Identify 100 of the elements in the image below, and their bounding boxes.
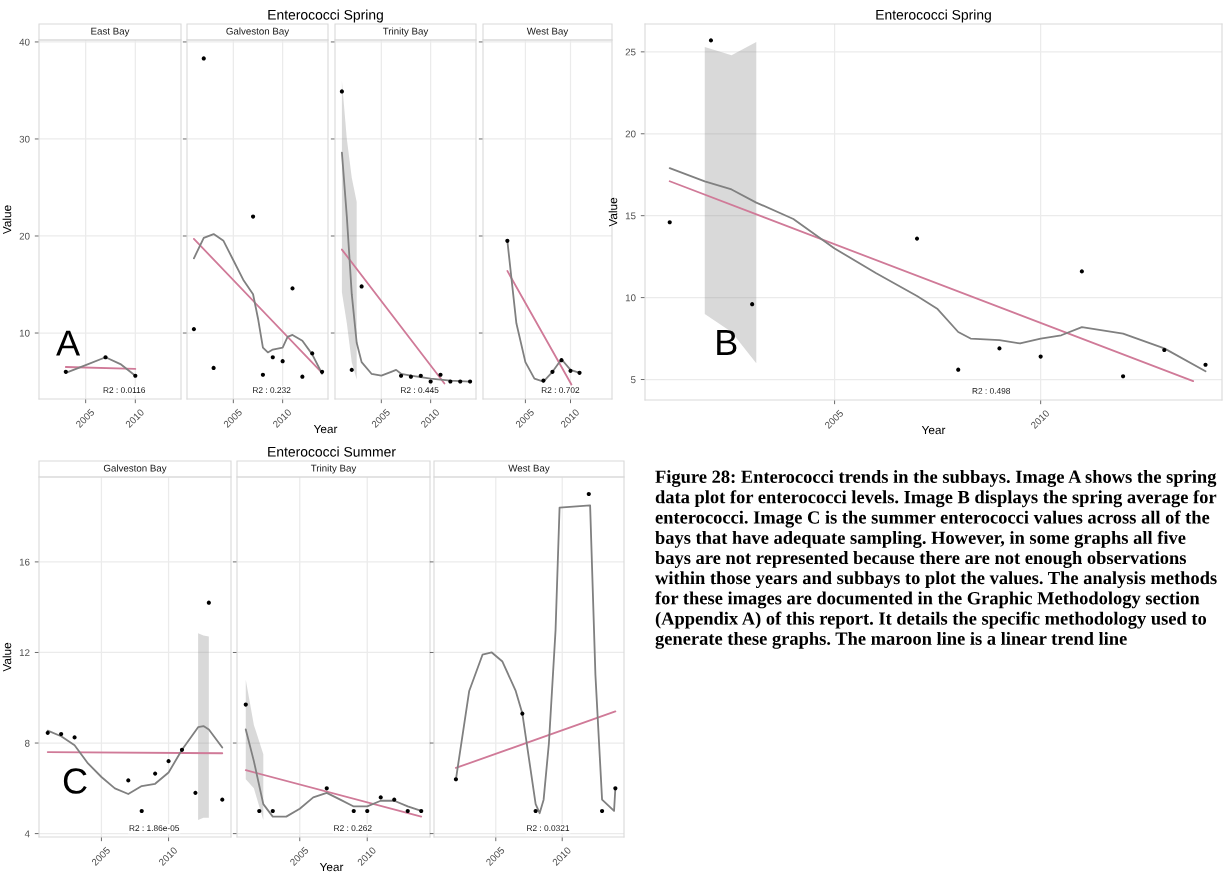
point: [458, 379, 463, 384]
y-tick-label: 4: [24, 830, 30, 838]
point: [339, 89, 344, 94]
y-tick-label: 8: [24, 739, 30, 747]
point: [408, 374, 414, 379]
point: [914, 236, 920, 241]
point: [956, 367, 961, 372]
point: [667, 220, 672, 225]
point: [533, 808, 538, 814]
annotation: C: [63, 768, 87, 794]
annotation: B: [717, 330, 737, 355]
point: [599, 808, 605, 814]
point: [708, 38, 714, 43]
annotation: R2 : 0.232: [253, 387, 291, 394]
point: [398, 373, 404, 378]
point: [1079, 269, 1084, 274]
annotation: R2 : 0.498: [972, 387, 1011, 394]
point: [59, 731, 64, 737]
point: [405, 808, 410, 814]
chart-title: Enterococci Spring: [876, 9, 991, 23]
y-tick-label: 20: [625, 130, 636, 138]
point: [179, 747, 185, 752]
point: [250, 214, 256, 219]
point: [505, 238, 510, 243]
point: [45, 730, 50, 735]
y-tick-label: 10: [625, 294, 636, 302]
point: [243, 702, 248, 707]
y-tick-label: 25: [625, 48, 636, 56]
y-tick-label: 12: [19, 649, 30, 656]
point: [260, 372, 266, 377]
text: Figure 28: Enterococci trends in the subbays. Image A shows the spring data plot for enterococci levels. Image B displays the spring average for enterococci. Image C is the summer enterococci values across all of the bays that have adequate sampling. However, in some graphs all five bays are not represented because there are not enough observations within those years and subbays to plot the values. The analysis methods for these images are documented in the Graphic Methodology section (Appendix A) of this report. It details the specific methodology used to generate these graphs. The maroon line is a linear trend line: [655, 470, 1217, 649]
point: [438, 372, 443, 377]
point: [378, 795, 383, 800]
point: [193, 790, 198, 795]
y-tick-label: 40: [19, 38, 30, 46]
point: [320, 369, 325, 374]
chart-subtitle: West Bay: [508, 464, 550, 474]
line-series: [46, 725, 224, 795]
point: [468, 379, 473, 384]
y-tick-label: 5: [630, 376, 636, 384]
y-axis-title: Value: [608, 197, 618, 227]
point: [191, 327, 196, 332]
point: [365, 808, 370, 814]
annotation: R2 : 0.0116: [103, 387, 146, 394]
point: [270, 355, 275, 360]
y-tick-label: 15: [625, 212, 636, 220]
annotation: R2 : 1.86e-05: [129, 825, 180, 832]
point: [211, 365, 216, 371]
point: [586, 491, 591, 497]
x-axis-title: Year: [313, 424, 338, 434]
point: [153, 771, 158, 776]
point: [139, 808, 144, 814]
point: [201, 56, 206, 61]
point: [1203, 362, 1208, 367]
chart-subtitle: Galveston Bay: [226, 27, 290, 37]
point: [300, 374, 305, 379]
point: [220, 797, 225, 802]
y-tick-label: 30: [19, 135, 30, 143]
annotation: R2 : 0.702: [541, 387, 580, 394]
chart-subtitle: East Bay: [91, 27, 130, 37]
point: [126, 778, 131, 783]
x-axis-title: Year: [319, 862, 344, 872]
point: [613, 786, 618, 791]
chart-title: Enterococci Summer: [268, 446, 396, 457]
chart-subtitle: Galveston Bay: [103, 464, 167, 474]
point: [453, 777, 459, 782]
point: [392, 797, 397, 802]
y-tick-label: 16: [19, 558, 30, 566]
point: [550, 369, 555, 374]
point: [419, 808, 424, 814]
point: [324, 786, 329, 791]
chart-subtitle: West Bay: [526, 27, 569, 37]
point: [349, 367, 354, 372]
annotation: R2 : 0.445: [401, 387, 439, 394]
point: [568, 368, 573, 373]
annotation: R2 : 0.262: [334, 825, 372, 832]
point: [310, 351, 315, 356]
point: [1162, 347, 1167, 353]
point: [418, 373, 423, 378]
chart-title: Enterococci Spring: [268, 9, 383, 23]
y-axis-title: Value: [2, 642, 12, 672]
y-tick-label: 10: [19, 329, 30, 337]
y-axis-title: Value: [2, 205, 12, 235]
point: [351, 808, 356, 814]
point: [559, 358, 564, 363]
chart-subtitle: Trinity Bay: [310, 464, 357, 474]
point: [750, 302, 755, 307]
annotation: R2 : 0.0321: [527, 825, 570, 832]
point: [577, 370, 582, 375]
point: [1121, 374, 1126, 379]
point: [541, 378, 546, 383]
annotation: A: [56, 330, 81, 356]
point: [206, 600, 211, 605]
point: [166, 759, 171, 764]
x-axis-title: Year: [921, 425, 946, 435]
point: [280, 359, 285, 364]
chart-subtitle: Trinity Bay: [382, 27, 429, 37]
point: [257, 808, 262, 814]
y-tick-label: 20: [19, 232, 30, 240]
point: [270, 808, 275, 814]
